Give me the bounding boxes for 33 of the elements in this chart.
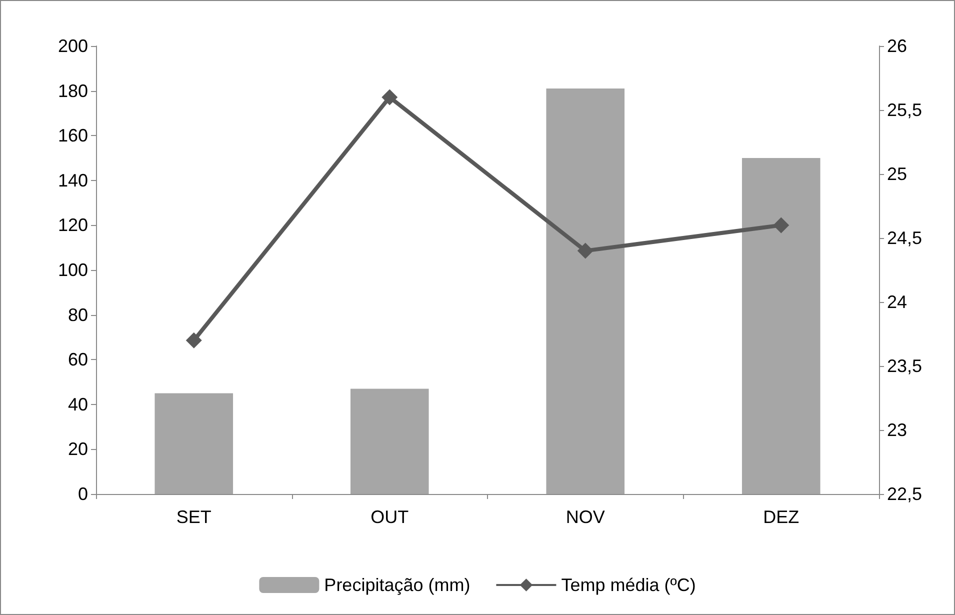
point	[773, 217, 790, 234]
y-tick-label: 140	[58, 170, 88, 190]
y-tick-label: 0	[78, 484, 88, 504]
y-tick-label: 80	[68, 304, 88, 325]
y2-tick-label: 23	[887, 420, 908, 440]
bar	[742, 158, 820, 494]
y2-tick-label: 24,5	[887, 228, 922, 248]
x-tick-label: NOV	[566, 507, 605, 527]
bar	[154, 393, 234, 494]
y-tick-label: 40	[68, 394, 88, 414]
y-tick-label: 160	[58, 126, 88, 146]
y2-tick-label: 24	[887, 292, 908, 312]
bar	[350, 388, 429, 494]
y-tick-label: 60	[68, 350, 88, 370]
legend-label: Temp média (ºC)	[561, 575, 696, 595]
y-tick-label: 20	[68, 439, 88, 460]
y-tick-label: 120	[58, 215, 88, 236]
point	[577, 242, 594, 259]
x-tick-label: DEZ	[763, 507, 800, 527]
y2-tick-label: 22,5	[887, 484, 922, 504]
y-tick-label: 180	[58, 80, 88, 101]
point	[382, 89, 398, 106]
legend-label: Precipitação (mm)	[324, 575, 470, 595]
y2-tick-label: 23,5	[887, 356, 922, 376]
bar	[546, 88, 625, 494]
y2-tick-label: 26	[887, 36, 908, 56]
y-tick-label: 200	[58, 36, 88, 56]
x-tick-label: SET	[176, 507, 212, 527]
x-tick-label: OUT	[370, 507, 409, 527]
y2-tick-label: 25,5	[887, 100, 922, 120]
point	[186, 332, 202, 348]
y-tick-label: 100	[58, 260, 88, 280]
y2-tick-label: 25	[887, 164, 908, 184]
